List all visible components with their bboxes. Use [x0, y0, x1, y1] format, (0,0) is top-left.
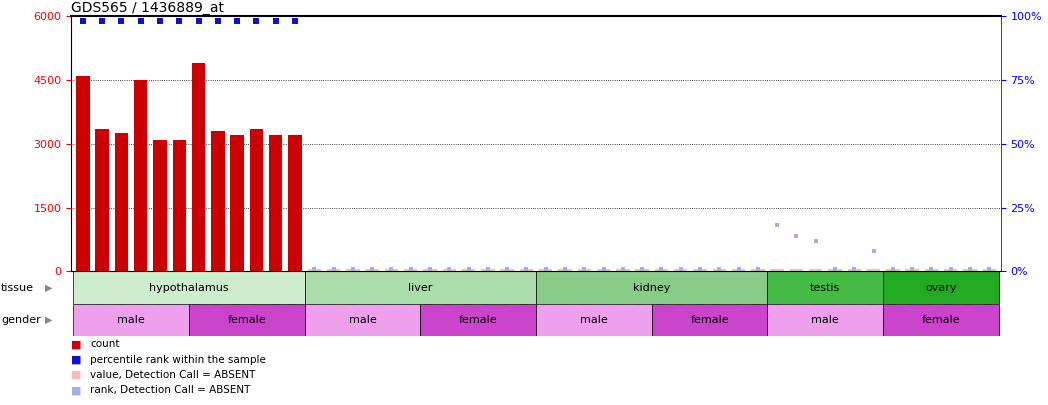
Bar [809, 269, 823, 271]
Bar [635, 269, 649, 271]
Bar [924, 269, 938, 271]
Bar [848, 269, 861, 271]
Bar [442, 269, 456, 271]
Bar [883, 304, 999, 336]
Bar [173, 139, 185, 271]
Bar [789, 269, 803, 271]
Bar [828, 269, 842, 271]
Bar [983, 269, 996, 271]
Bar [767, 271, 883, 304]
Bar [192, 63, 205, 271]
Bar [423, 269, 437, 271]
Text: percentile rank within the sample: percentile rank within the sample [90, 355, 266, 364]
Bar [249, 129, 263, 271]
Bar [114, 133, 128, 271]
Text: female: female [691, 315, 729, 325]
Bar [500, 269, 514, 271]
Bar [539, 269, 552, 271]
Bar [732, 269, 745, 271]
Bar [189, 304, 305, 336]
Bar [559, 269, 572, 271]
Text: ■: ■ [71, 339, 82, 349]
Bar [420, 304, 537, 336]
Text: female: female [227, 315, 266, 325]
Text: liver: liver [408, 283, 433, 292]
Bar [231, 135, 244, 271]
Bar [385, 269, 398, 271]
Bar [77, 76, 89, 271]
Bar [307, 269, 321, 271]
Bar [269, 135, 283, 271]
Bar [403, 269, 417, 271]
Bar [536, 304, 652, 336]
Bar [883, 271, 999, 304]
Bar [616, 269, 630, 271]
Text: ■: ■ [71, 386, 82, 395]
Bar [577, 269, 591, 271]
Text: gender: gender [1, 315, 41, 325]
Text: tissue: tissue [1, 283, 34, 292]
Text: male: male [349, 315, 376, 325]
Bar [305, 271, 537, 304]
Bar [520, 269, 533, 271]
Bar [767, 304, 883, 336]
Bar [655, 269, 669, 271]
Text: male: male [811, 315, 839, 325]
Bar [652, 304, 767, 336]
Bar [596, 269, 610, 271]
Text: kidney: kidney [633, 283, 671, 292]
Text: value, Detection Call = ABSENT: value, Detection Call = ABSENT [90, 370, 256, 380]
Bar [536, 271, 767, 304]
Bar [153, 139, 167, 271]
Bar [693, 269, 706, 271]
Bar [905, 269, 919, 271]
Text: male: male [580, 315, 608, 325]
Bar [770, 269, 784, 271]
Bar [366, 269, 379, 271]
Text: ■: ■ [71, 355, 82, 364]
Bar [481, 269, 495, 271]
Text: ovary: ovary [925, 283, 957, 292]
Bar [713, 269, 726, 271]
Bar [963, 269, 977, 271]
Bar [305, 304, 420, 336]
Text: male: male [117, 315, 145, 325]
Bar [134, 80, 148, 271]
Bar [288, 135, 302, 271]
Bar [887, 269, 899, 271]
Bar [95, 129, 109, 271]
Bar [462, 269, 476, 271]
Bar [73, 304, 189, 336]
Bar [867, 269, 880, 271]
Text: hypothalamus: hypothalamus [149, 283, 228, 292]
Text: ▶: ▶ [45, 283, 52, 292]
Text: count: count [90, 339, 119, 349]
Bar [73, 271, 305, 304]
Bar [346, 269, 359, 271]
Text: GDS565 / 1436889_at: GDS565 / 1436889_at [71, 1, 224, 15]
Text: testis: testis [810, 283, 840, 292]
Bar [211, 131, 224, 271]
Text: female: female [459, 315, 498, 325]
Text: ■: ■ [71, 370, 82, 380]
Text: female: female [922, 315, 960, 325]
Bar [327, 269, 341, 271]
Bar [944, 269, 958, 271]
Text: ▶: ▶ [45, 315, 52, 325]
Text: rank, Detection Call = ABSENT: rank, Detection Call = ABSENT [90, 386, 250, 395]
Bar [751, 269, 765, 271]
Bar [674, 269, 687, 271]
